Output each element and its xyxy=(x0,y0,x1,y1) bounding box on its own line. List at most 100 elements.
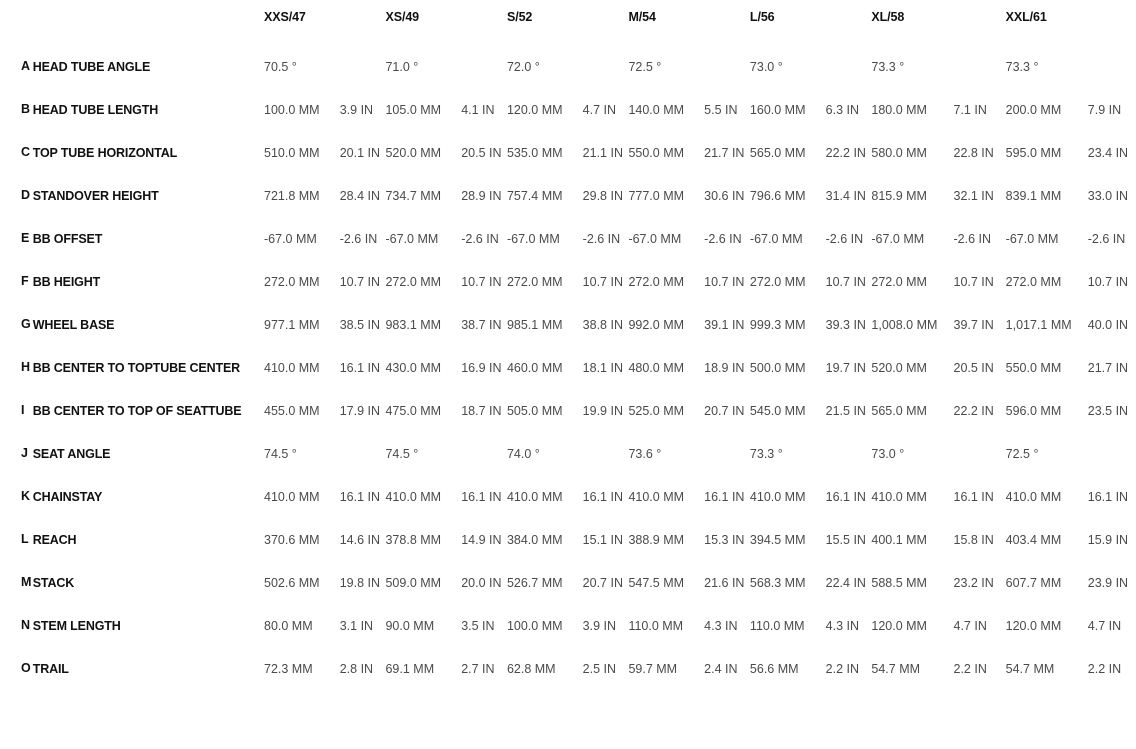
cell-value-mm: 378.8 MM xyxy=(385,533,442,547)
cell-value-in: 39.7 IN xyxy=(953,318,994,332)
row-letter: E xyxy=(21,231,30,245)
cell-value-mm: 90.0 MM xyxy=(385,619,435,633)
cell-value-in: -2.6 IN xyxy=(339,232,378,246)
cell-value-mm: 110.0 MM xyxy=(628,619,684,633)
cell-value-in: 39.1 IN xyxy=(704,318,745,332)
cell-value-mm: 992.0 MM xyxy=(628,318,685,332)
header-row: XXS/47 XS/49 S/52 M/54 L/56 XL/58 XXL/61 xyxy=(0,0,1136,46)
cell-value-mm: 545.0 MM xyxy=(749,404,806,418)
cell-value-in: 38.7 IN xyxy=(461,318,502,332)
cell-value-mm: 80.0 MM xyxy=(264,619,313,633)
cell-value-mm: 815.9 MM xyxy=(871,189,927,203)
row-label: BB OFFSET xyxy=(32,232,103,246)
row-label: STACK xyxy=(32,576,75,590)
cell-value-mm: 73.3 ° xyxy=(1005,60,1039,74)
row-label: CHAINSTAY xyxy=(32,490,103,504)
cell-value-mm: 777.0 MM xyxy=(628,189,685,203)
cell-value-mm: 272.0 MM xyxy=(871,275,927,289)
cell-value-mm: 384.0 MM xyxy=(506,533,563,547)
table-row: C TOP TUBE HORIZONTAL 510.0 MM 20.1 IN 520.0… xyxy=(0,132,1136,175)
cell-value-in: -2.6 IN xyxy=(582,232,621,246)
cell-value-in: 21.7 IN xyxy=(1087,361,1129,375)
cell-value-in: 5.5 IN xyxy=(704,103,738,117)
cell-value-mm: 71.0 ° xyxy=(385,60,419,74)
cell-value-in xyxy=(951,46,1002,89)
cell-value-in: 22.2 IN xyxy=(825,146,866,160)
cell-value-in xyxy=(580,46,625,89)
cell-value-in: 29.8 IN xyxy=(582,189,623,203)
cell-value-mm: 100.0 MM xyxy=(506,619,563,633)
cell-value-in: 16.1 IN xyxy=(582,490,623,504)
cell-value-mm: 410.0 MM xyxy=(749,490,806,504)
table-header: XXS/47 XS/49 S/52 M/54 L/56 XL/58 XXL/61 xyxy=(0,0,1136,46)
cell-value-mm: 180.0 MM xyxy=(871,103,927,117)
column-header-size-1: XS/49 xyxy=(385,10,420,24)
row-letter: H xyxy=(21,360,31,374)
cell-value-mm: 999.3 MM xyxy=(749,318,806,332)
cell-value-in xyxy=(951,433,1002,476)
row-label: HEAD TUBE LENGTH xyxy=(32,103,159,117)
cell-value-in: 2.2 IN xyxy=(825,662,859,676)
cell-value-mm: 74.5 ° xyxy=(385,447,419,461)
row-letter: I xyxy=(21,403,25,417)
cell-value-mm: 110.0 MM xyxy=(749,619,805,633)
cell-value-in: 22.2 IN xyxy=(953,404,994,418)
cell-value-mm: 607.7 MM xyxy=(1005,576,1062,590)
row-label: STEM LENGTH xyxy=(32,619,121,633)
cell-value-in: 3.9 IN xyxy=(339,103,374,117)
table-row: I BB CENTER TO TOP OF SEATTUBE 455.0 MM 17.… xyxy=(0,390,1136,433)
cell-value-in xyxy=(458,46,503,89)
cell-value-mm: 394.5 MM xyxy=(749,533,806,547)
cell-value-in xyxy=(823,46,868,89)
cell-value-in: 40.0 IN xyxy=(1087,318,1129,332)
column-header-size-3: M/54 xyxy=(628,10,656,24)
column-header-size-0: XXS/47 xyxy=(264,10,306,24)
row-letter: B xyxy=(21,102,31,116)
header-measurement-spacer xyxy=(28,0,260,46)
cell-value-mm: 502.6 MM xyxy=(264,576,320,590)
cell-value-in: 16.1 IN xyxy=(1087,490,1129,504)
cell-value-mm: 475.0 MM xyxy=(385,404,442,418)
row-label: SEAT ANGLE xyxy=(32,447,111,461)
table-row: A HEAD TUBE ANGLE 70.5 ° 71.0 ° 72.0 ° 72.5 °… xyxy=(0,46,1136,89)
cell-value-in: 23.4 IN xyxy=(1087,146,1129,160)
cell-value-mm: 588.5 MM xyxy=(871,576,927,590)
cell-value-in: 23.2 IN xyxy=(953,576,994,590)
cell-value-in: 4.7 IN xyxy=(582,103,617,117)
cell-value-in: 21.5 IN xyxy=(825,404,866,418)
cell-value-in: 16.1 IN xyxy=(339,490,381,504)
cell-value-mm: 547.5 MM xyxy=(628,576,685,590)
cell-value-mm: 480.0 MM xyxy=(628,361,685,375)
cell-value-in: 15.3 IN xyxy=(704,533,745,547)
cell-value-mm: 140.0 MM xyxy=(628,103,685,117)
cell-value-in: 16.9 IN xyxy=(461,361,502,375)
column-header-size-6: XXL/61 xyxy=(1005,10,1047,24)
cell-value-mm: -67.0 MM xyxy=(871,232,925,246)
bike-geometry-table: XXS/47 XS/49 S/52 M/54 L/56 XL/58 XXL/61… xyxy=(0,0,1136,691)
cell-value-in: 4.7 IN xyxy=(1087,619,1122,633)
cell-value-mm: 54.7 MM xyxy=(871,662,921,676)
cell-value-mm: 568.3 MM xyxy=(749,576,806,590)
cell-value-mm: 796.6 MM xyxy=(749,189,806,203)
cell-value-mm: 400.1 MM xyxy=(871,533,927,547)
cell-value-in: 19.8 IN xyxy=(339,576,381,590)
cell-value-mm: 272.0 MM xyxy=(628,275,685,289)
row-label: REACH xyxy=(32,533,77,547)
row-letter: K xyxy=(21,489,31,503)
cell-value-mm: 272.0 MM xyxy=(506,275,563,289)
cell-value-mm: 272.0 MM xyxy=(385,275,442,289)
table-row: O TRAIL 72.3 MM 2.8 IN 69.1 MM 2.7 IN 62.8 MM 2… xyxy=(0,648,1136,691)
cell-value-mm: 70.5 ° xyxy=(264,60,297,74)
cell-value-mm: 120.0 MM xyxy=(506,103,563,117)
cell-value-mm: 410.0 MM xyxy=(264,490,320,504)
cell-value-in xyxy=(823,433,868,476)
cell-value-in: -2.6 IN xyxy=(704,232,742,246)
cell-value-in: 7.1 IN xyxy=(953,103,987,117)
cell-value-mm: 509.0 MM xyxy=(385,576,442,590)
cell-value-mm: -67.0 MM xyxy=(749,232,803,246)
cell-value-in: 2.7 IN xyxy=(461,662,495,676)
cell-value-mm: 74.5 ° xyxy=(264,447,297,461)
cell-value-mm: 550.0 MM xyxy=(1005,361,1062,375)
cell-value-mm: 73.6 ° xyxy=(628,447,662,461)
cell-value-in: 6.3 IN xyxy=(825,103,859,117)
